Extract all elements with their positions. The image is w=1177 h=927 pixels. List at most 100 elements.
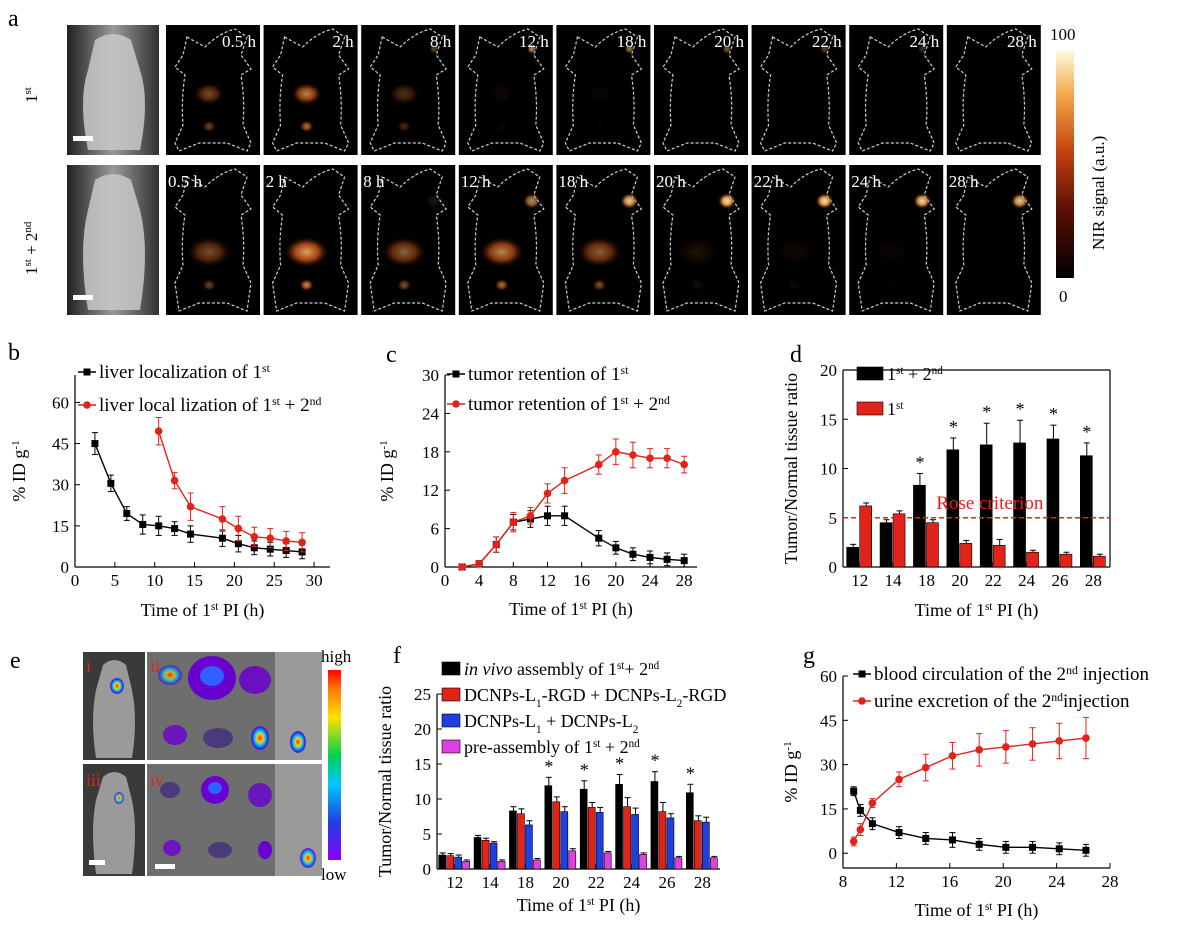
significance-star: * xyxy=(615,754,624,774)
x-tick-label: 4 xyxy=(475,571,484,590)
x-tick-label: 14 xyxy=(885,571,903,590)
mouse-outline xyxy=(174,28,252,152)
mouse-outline xyxy=(662,168,740,312)
y-tick-label: 12 xyxy=(422,481,439,500)
photo-organs-ii: ii xyxy=(147,652,322,760)
panel-label-b: b xyxy=(8,340,20,366)
data-point xyxy=(594,460,603,469)
bar xyxy=(595,811,604,870)
legend-label: 1st + 2nd xyxy=(887,364,943,384)
bar xyxy=(544,785,553,870)
data-point xyxy=(218,534,226,542)
time-label: 2 h xyxy=(266,172,288,191)
x-tick-label: 24 xyxy=(623,873,641,892)
nir-image-tile xyxy=(946,165,1041,315)
data-point xyxy=(629,550,637,558)
data-point xyxy=(91,440,99,448)
time-label: 18 h xyxy=(617,32,647,51)
liver-signal xyxy=(772,237,817,267)
data-point xyxy=(234,540,242,548)
bar xyxy=(438,854,446,870)
bar xyxy=(639,853,647,870)
tumor-signal xyxy=(819,44,830,54)
time-label: 2 h xyxy=(332,32,354,51)
x-axis-label: Time of 1st PI (h) xyxy=(915,600,1039,621)
x-tick-label: 22 xyxy=(588,873,605,892)
bar xyxy=(658,811,667,870)
y-axis-label: % ID g-1 xyxy=(9,440,29,501)
significance-star: * xyxy=(1016,399,1025,419)
x-tick-label: 20 xyxy=(607,571,624,590)
bladder-signal xyxy=(494,120,509,133)
photo-mouse-iii: iii xyxy=(83,764,145,876)
legend-label: pre-assembly of 1st + 2nd xyxy=(464,737,640,757)
bar xyxy=(710,857,718,870)
bar xyxy=(913,484,926,568)
tumor-signal xyxy=(620,193,639,209)
time-label: 12 h xyxy=(461,172,491,191)
liver-signal xyxy=(584,83,614,105)
y-tick-label: 10 xyxy=(414,790,431,809)
chart-g: 0 15 30 45 60 8 12 16 20 24 28 Time of 1st PI (h) % … xyxy=(781,664,1150,922)
bladder-signal xyxy=(299,279,314,291)
liver-signal xyxy=(187,237,231,267)
panel-label-d: d xyxy=(790,342,802,368)
bar xyxy=(666,817,675,870)
bar xyxy=(926,522,939,568)
bar xyxy=(454,856,462,870)
data-point xyxy=(646,454,654,463)
data-point xyxy=(663,454,671,463)
data-point xyxy=(948,751,957,760)
data-point xyxy=(266,534,275,542)
bladder-signal xyxy=(202,279,216,291)
x-tick-label: 0 xyxy=(71,571,80,590)
bladder-signal xyxy=(787,279,802,291)
time-label: 22 h xyxy=(754,172,784,191)
data-point xyxy=(663,555,671,563)
data-point xyxy=(868,820,876,828)
legend-label: tumor retention of 1st + 2nd xyxy=(468,394,670,416)
x-tick-label: 20 xyxy=(226,571,243,590)
tumor-signal xyxy=(526,44,537,54)
x-tick-label: 24 xyxy=(642,571,660,590)
chart-d: 0 5 10 15 20 Time of 1st PI (h) Tumor/Normal t… xyxy=(781,361,1111,621)
data-point xyxy=(895,829,903,837)
tumor-signal xyxy=(114,792,124,804)
y-tick-label: 0 xyxy=(829,558,838,577)
mouse-outline xyxy=(271,28,350,152)
x-axis-label: Time of 1st PI (h) xyxy=(141,600,265,621)
x-tick-label: 16 xyxy=(573,571,590,590)
y-tick-label: 0 xyxy=(829,844,838,863)
data-point xyxy=(612,448,620,456)
data-point xyxy=(1055,737,1064,745)
bar xyxy=(489,842,498,870)
y-tick-label: 15 xyxy=(820,410,837,429)
sublabel-iv: iv xyxy=(150,770,164,790)
data-point xyxy=(561,512,569,520)
x-tick-label: 8 xyxy=(509,571,518,590)
liver-signal xyxy=(284,237,329,267)
mouse-outline xyxy=(271,168,350,312)
bladder-signal xyxy=(299,120,314,133)
mouse-outline xyxy=(466,168,545,312)
tumor-signal xyxy=(522,193,541,209)
chart-f: 0 5 10 15 20 25 Time of 1st PI (h) Tumor/Normal… xyxy=(375,659,726,916)
mouse-outline xyxy=(662,28,740,152)
data-point xyxy=(266,545,274,553)
data-point xyxy=(458,563,466,571)
legend-swatch xyxy=(441,739,461,754)
bladder-signal xyxy=(202,120,216,133)
series-line xyxy=(461,451,685,568)
mouse-outline xyxy=(857,28,936,152)
x-tick-label: 15 xyxy=(186,571,203,590)
series-line xyxy=(158,431,303,544)
tumor-signal xyxy=(815,193,834,209)
colorbar-min: 0 xyxy=(1059,287,1068,306)
y-tick-label: 60 xyxy=(820,667,837,686)
mouse-outline xyxy=(369,28,448,152)
x-tick-label: 18 xyxy=(918,571,935,590)
time-label: 20 h xyxy=(656,172,686,191)
bar xyxy=(525,824,533,870)
sublabel-i: i xyxy=(86,656,91,676)
data-point xyxy=(948,836,956,844)
